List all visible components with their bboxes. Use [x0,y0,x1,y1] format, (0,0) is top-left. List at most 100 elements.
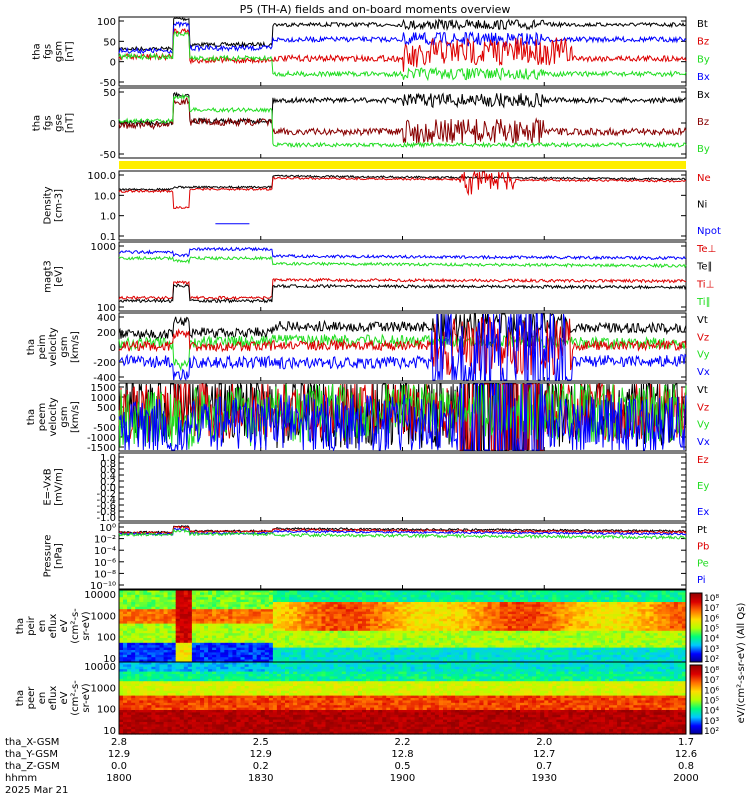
spectro-cell [147,717,152,721]
spectro-cell [175,654,181,658]
spectro-cell [613,611,618,615]
spectro-cell [171,592,177,596]
spectro-cell [289,597,294,601]
spectro-cell [422,594,428,598]
spectro-cell [483,628,489,632]
spectro-cell [382,647,387,651]
spectro-cell [139,621,144,625]
spectro-cell [123,602,128,605]
spectro-cell [289,659,294,663]
spectro-cell [665,626,671,629]
spectro-cell [208,590,213,593]
spectro-cell [528,604,533,608]
spectro-cell [260,630,266,634]
spectro-cell [285,638,290,641]
spectro-cell [426,657,432,661]
spectro-cell [155,669,160,673]
spectro-cell [515,597,521,601]
spectro-cell [422,621,428,625]
spectro-cell [471,659,476,663]
spectro-cell [386,657,391,661]
spectro-cell [309,628,314,632]
spectro-cell [204,621,209,625]
spectro-cell [414,609,420,613]
spectro-cell [552,647,557,651]
spectro-cell [171,647,177,651]
spectro-cell [455,647,460,651]
spectro-cell [337,604,343,608]
spectro-cell [329,621,335,625]
spectro-cell [601,654,606,658]
spectro-cell [147,678,152,682]
spectro-cell [564,594,570,598]
spectro-cell [232,633,237,637]
spectro-cell [426,654,432,658]
spectro-cell [649,638,655,641]
spectro-cell [560,618,566,622]
spectro-cell [382,590,387,593]
spectro-cell [175,628,181,632]
spectro-cell [475,614,480,617]
spectro-cell [677,597,683,601]
spectro-cell [536,604,541,608]
spectro-cell [536,640,541,644]
spectro-cell [455,602,460,605]
spectro-cell [418,638,424,641]
spectro-cell [536,614,541,617]
spectro-cell [438,618,444,622]
spectro-cell [438,616,444,620]
spectro-cell [418,599,424,603]
spectro-cell [127,594,132,598]
spectro-cell [503,659,509,663]
spectro-cell [681,597,687,601]
spectro-cell [665,616,671,620]
spectro-cell [333,654,339,658]
spectro-cell [374,614,379,617]
spectro-cell [281,602,286,605]
spectro-cell [204,623,209,627]
spectro-cell [609,590,614,593]
spectro-cell [390,614,395,617]
spectro-cell [402,618,408,622]
spectro-cell [479,604,484,608]
spectro-cell [208,654,213,658]
spectro-cell [155,666,160,670]
spectro-cell [147,616,152,620]
series-Te-par [119,283,687,304]
spectro-cell [511,611,517,615]
spectro-cell [171,664,177,668]
spectro-cell [528,628,533,632]
spectro-cell [370,654,375,658]
spectro-cell [224,599,229,603]
spectro-cell [467,590,472,593]
spectro-cell [248,635,254,639]
spectro-cell [179,650,185,653]
spectro-cell [260,628,266,632]
spectro-cell [123,621,128,625]
spectro-cell [139,688,144,692]
spectro-cell [414,652,420,656]
spectro-cell [175,724,181,728]
spectro-cell [621,626,626,629]
spectro-cell [491,638,497,641]
spectro-cell [430,654,436,658]
spectro-cell [167,683,173,687]
spectro-cell [276,654,282,658]
spectro-cell [467,640,472,644]
spectro-cell [123,705,128,709]
spectro-cell [451,616,456,620]
spectro-cell [447,626,452,629]
spectro-cell [434,621,440,625]
spectro-cell [584,604,590,608]
spectro-cell [645,611,651,615]
spectro-cell [293,635,298,639]
spectro-cell [532,647,537,651]
y-tick-label: 10⁻⁶ [94,558,116,569]
spectro-cell [520,621,525,625]
spectro-cell [264,652,270,656]
spectro-cell [289,609,294,613]
spectro-cell [119,602,124,605]
spectro-cell [434,597,440,601]
spectro-cell [264,599,270,603]
spectro-cell [625,609,630,613]
